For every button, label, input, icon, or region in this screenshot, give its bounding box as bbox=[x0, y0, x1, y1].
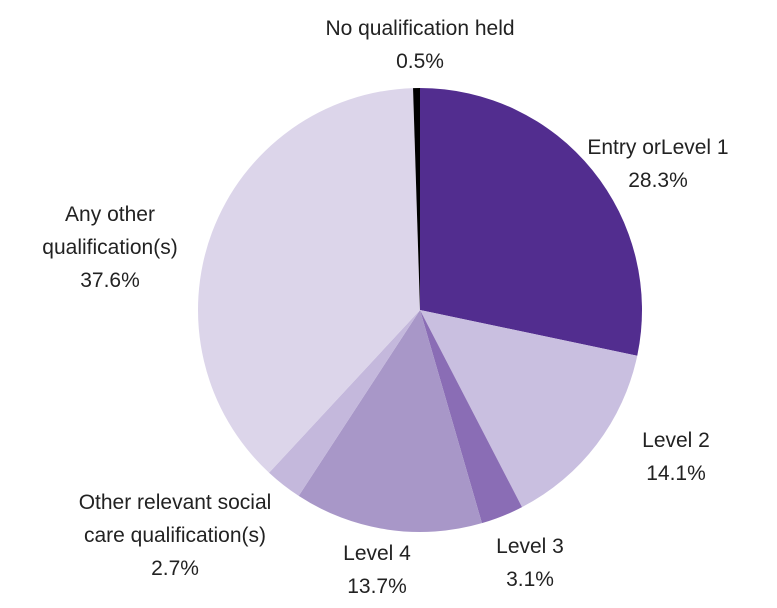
pie-slice bbox=[413, 88, 420, 310]
category-label: No qualification held bbox=[325, 17, 515, 40]
slice-label: Level 3 3.1% bbox=[470, 530, 590, 596]
value-label: 28.3% bbox=[628, 169, 688, 192]
value-label: 37.6% bbox=[80, 269, 140, 292]
pie-slice bbox=[198, 88, 420, 473]
slice-label: Any other qualification(s) 37.6% bbox=[23, 198, 198, 297]
slice-label: Level 2 14.1% bbox=[616, 424, 736, 490]
slice-label: No qualification held 0.5% bbox=[270, 12, 570, 78]
pie-slice bbox=[420, 310, 523, 524]
slice-label: Other relevant social care qualification… bbox=[75, 486, 275, 585]
category-label: Other relevant social care qualification… bbox=[78, 491, 272, 547]
category-label: Entry orLevel 1 bbox=[587, 136, 729, 159]
value-label: 3.1% bbox=[506, 568, 554, 591]
category-label: Level 2 bbox=[642, 429, 710, 452]
slice-label: Entry orLevel 1 28.3% bbox=[543, 131, 773, 197]
pie-slice bbox=[298, 310, 482, 532]
category-label: Level 3 bbox=[496, 535, 564, 558]
category-label: Level 4 bbox=[343, 542, 411, 565]
category-label: Any other qualification(s) bbox=[42, 203, 178, 259]
value-label: 0.5% bbox=[396, 50, 444, 73]
value-label: 13.7% bbox=[347, 575, 407, 598]
pie-slice bbox=[420, 310, 638, 508]
value-label: 2.7% bbox=[151, 557, 199, 580]
value-label: 14.1% bbox=[646, 462, 706, 485]
pie-slice bbox=[420, 88, 642, 356]
slice-label: Level 4 13.7% bbox=[317, 537, 437, 603]
pie-slice bbox=[269, 310, 420, 496]
